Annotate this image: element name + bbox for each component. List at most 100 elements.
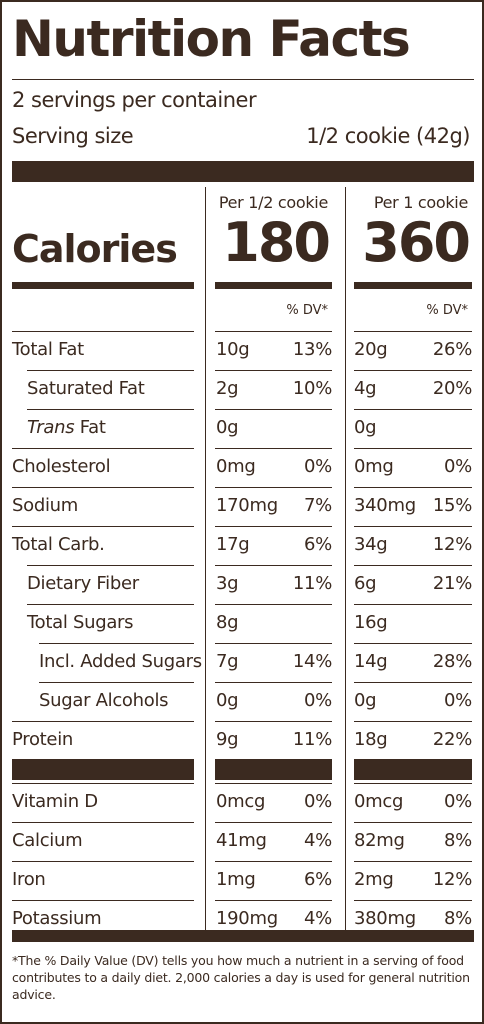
column-divider-mid <box>345 187 346 942</box>
nutrient-name: Total Carb. <box>12 534 105 555</box>
row-divider <box>354 604 472 605</box>
nutrient-amount: 0mcg <box>354 791 404 812</box>
nutrient-dv: 8% <box>444 908 472 929</box>
nutrient-amount: 41mg <box>216 830 267 851</box>
row-divider <box>12 900 194 901</box>
table-row: Cholesterol 0mg 0% 0mg 0% <box>2 448 484 487</box>
nutrient-amount: 170mg <box>216 495 278 516</box>
nutrient-amount: 10g <box>216 339 250 360</box>
row-divider <box>215 900 332 901</box>
row-divider <box>354 783 472 784</box>
row-divider <box>354 682 472 683</box>
row-divider <box>215 409 332 410</box>
footnote-divider-bar <box>12 930 474 942</box>
nutrient-amount: 0mg <box>216 456 256 477</box>
table-row: Iron 1mg 6% 2mg 12% <box>2 861 484 900</box>
nutrient-amount: 3g <box>216 573 239 594</box>
row-divider <box>39 643 194 644</box>
nutrient-name: Incl. Added Sugars <box>39 651 202 672</box>
nutrient-amount: 8g <box>216 612 239 633</box>
row-divider <box>354 409 472 410</box>
serving-size-label: Serving size <box>12 124 134 148</box>
nutrient-name: Dietary Fiber <box>27 573 139 594</box>
dv-header-col2: % DV* <box>426 303 468 318</box>
calories-label: Calories <box>12 227 178 271</box>
vitamin-bar-col2 <box>354 759 472 780</box>
nutrient-name: Potassium <box>12 908 102 929</box>
nutrient-amount: 0mg <box>354 456 394 477</box>
nutrient-name: Calcium <box>12 830 83 851</box>
row-divider <box>12 822 194 823</box>
row-divider <box>354 861 472 862</box>
servings-per-container: 2 servings per container <box>12 88 257 112</box>
nutrient-name: Trans Fat <box>27 419 106 437</box>
footnote: *The % Daily Value (DV) tells you how mu… <box>12 953 470 1002</box>
table-row: Incl. Added Sugars 7g 14% 14g 28% <box>2 643 484 682</box>
nutrient-dv: 0% <box>444 791 472 812</box>
row-divider <box>354 565 472 566</box>
nutrient-dv: 0% <box>444 690 472 711</box>
nutrient-amount: 0mcg <box>216 791 266 812</box>
nutrient-amount: 2g <box>216 378 239 399</box>
nutrient-name: Sodium <box>12 495 79 516</box>
table-row: Sugar Alcohols 0g 0% 0g 0% <box>2 682 484 721</box>
row-divider <box>215 822 332 823</box>
row-divider <box>354 370 472 371</box>
nutrient-name: Saturated Fat <box>27 378 145 399</box>
column-header-one-cookie: Per 1 cookie <box>373 193 468 212</box>
dv-header-col1: % DV* <box>286 303 328 318</box>
nutrient-name: Vitamin D <box>12 791 98 812</box>
nutrient-amount: 20g <box>354 339 388 360</box>
row-divider <box>215 487 332 488</box>
row-divider <box>27 370 194 371</box>
row-divider <box>12 331 194 332</box>
nutrient-name-rest: Fat <box>74 417 106 438</box>
table-row: Vitamin D 0mcg 0% 0mcg 0% <box>2 783 484 822</box>
nutrient-dv: 20% <box>432 378 472 399</box>
nutrient-dv: 4% <box>304 830 332 851</box>
nutrient-amount: 7g <box>216 651 239 672</box>
nutrient-name-italic: Trans <box>27 417 75 438</box>
nutrient-dv: 15% <box>432 495 472 516</box>
nutrient-name: Total Sugars <box>27 612 134 633</box>
row-divider <box>27 409 194 410</box>
row-divider <box>354 526 472 527</box>
nutrient-amount: 17g <box>216 534 250 555</box>
row-divider <box>354 822 472 823</box>
label-title: Nutrition Facts <box>12 10 411 68</box>
row-divider <box>12 721 194 722</box>
nutrient-amount: 0g <box>354 690 377 711</box>
nutrient-amount: 380mg <box>354 908 416 929</box>
nutrient-amount: 1mg <box>216 869 256 890</box>
table-row: Sodium 170mg 7% 340mg 15% <box>2 487 484 526</box>
row-divider <box>215 721 332 722</box>
nutrient-dv: 12% <box>432 534 472 555</box>
nutrient-dv: 0% <box>444 456 472 477</box>
row-divider <box>215 604 332 605</box>
nutrient-dv: 6% <box>304 534 332 555</box>
nutrient-amount: 82mg <box>354 830 405 851</box>
nutrient-dv: 21% <box>432 573 472 594</box>
row-divider <box>12 861 194 862</box>
nutrient-dv: 13% <box>292 339 332 360</box>
row-divider <box>215 526 332 527</box>
calories-bar-label <box>12 282 194 289</box>
nutrient-amount: 16g <box>354 612 388 633</box>
nutrient-amount: 6g <box>354 573 377 594</box>
row-divider <box>354 487 472 488</box>
nutrient-amount: 4g <box>354 378 377 399</box>
title-divider <box>12 79 474 80</box>
row-divider <box>12 448 194 449</box>
nutrient-dv: 0% <box>304 791 332 812</box>
nutrient-amount: 340mg <box>354 495 416 516</box>
row-divider <box>12 526 194 527</box>
column-divider-left <box>205 187 206 942</box>
row-divider <box>215 783 332 784</box>
calories-one-cookie: 360 <box>362 211 471 274</box>
column-header-half-cookie: Per 1/2 cookie <box>218 193 328 212</box>
nutrient-amount: 2mg <box>354 869 394 890</box>
nutrient-name: Sugar Alcohols <box>39 690 169 711</box>
calories-half-cookie: 180 <box>222 211 331 274</box>
row-divider <box>12 783 194 784</box>
vitamin-bar-label <box>12 759 194 780</box>
